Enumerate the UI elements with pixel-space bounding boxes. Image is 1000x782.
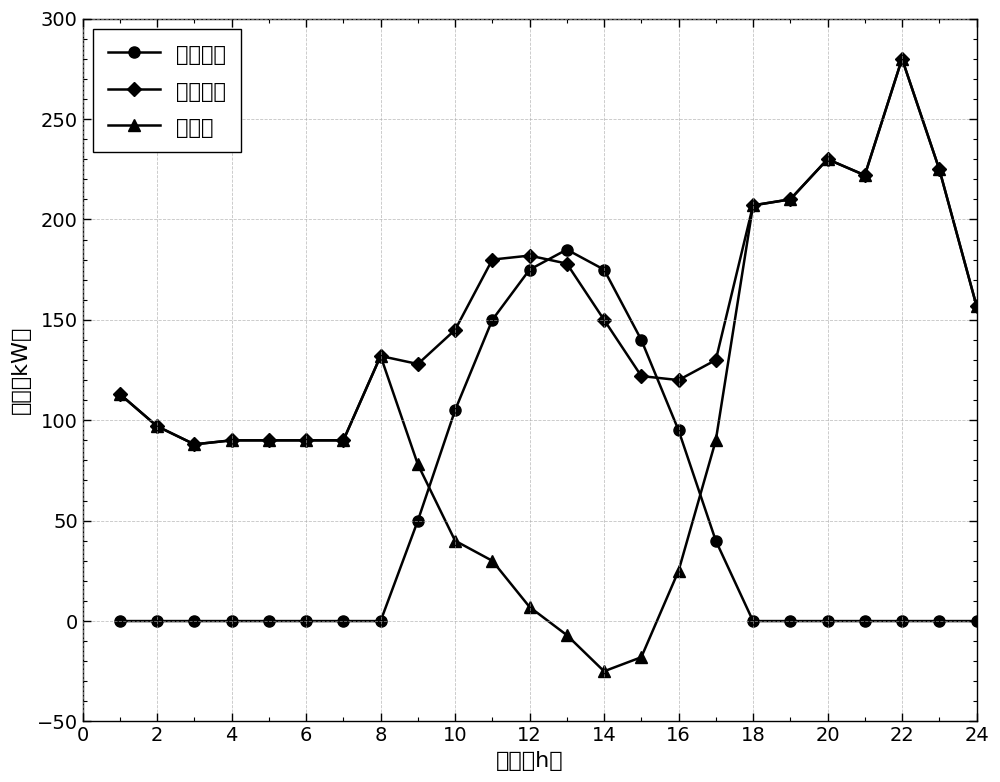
光伏出力: [933, 616, 945, 626]
光伏出力: [673, 425, 685, 435]
电力负荷: [449, 325, 461, 335]
净负荷: [188, 439, 200, 449]
电力负荷: [747, 201, 759, 210]
电力负荷: [710, 355, 722, 364]
光伏出力: [524, 265, 536, 274]
电力负荷: [784, 195, 796, 204]
净负荷: [561, 630, 573, 640]
光伏出力: [151, 616, 163, 626]
净负荷: [822, 155, 834, 164]
光伏出力: [561, 245, 573, 254]
净负荷: [635, 652, 647, 662]
净负荷: [226, 436, 238, 445]
电力负荷: [300, 436, 312, 445]
光伏出力: [263, 616, 275, 626]
光伏出力: [412, 516, 424, 526]
光伏出力: [710, 536, 722, 545]
净负荷: [337, 436, 349, 445]
Line: 净负荷: 净负荷: [114, 53, 982, 677]
净负荷: [449, 536, 461, 545]
电力负荷: [971, 301, 983, 310]
光伏出力: [971, 616, 983, 626]
Legend: 光伏出力, 电力负荷, 净负荷: 光伏出力, 电力负荷, 净负荷: [93, 29, 241, 152]
电力负荷: [896, 54, 908, 63]
光伏出力: [300, 616, 312, 626]
净负荷: [114, 389, 126, 399]
电力负荷: [635, 371, 647, 381]
电力负荷: [263, 436, 275, 445]
净负荷: [412, 460, 424, 469]
电力负荷: [486, 255, 498, 264]
电力负荷: [151, 421, 163, 431]
光伏出力: [226, 616, 238, 626]
电力负荷: [114, 389, 126, 399]
光伏出力: [449, 406, 461, 415]
电力负荷: [412, 359, 424, 368]
电力负荷: [375, 351, 387, 361]
电力负荷: [524, 251, 536, 260]
光伏出力: [486, 315, 498, 325]
Line: 光伏出力: 光伏出力: [114, 244, 982, 626]
X-axis label: 时间（h）: 时间（h）: [496, 751, 563, 771]
光伏出力: [747, 616, 759, 626]
光伏出力: [822, 616, 834, 626]
Line: 电力负荷: 电力负荷: [115, 54, 981, 449]
电力负荷: [673, 375, 685, 385]
光伏出力: [337, 616, 349, 626]
电力负荷: [561, 259, 573, 268]
光伏出力: [635, 335, 647, 345]
净负荷: [598, 666, 610, 676]
净负荷: [524, 602, 536, 612]
光伏出力: [896, 616, 908, 626]
光伏出力: [859, 616, 871, 626]
光伏出力: [598, 265, 610, 274]
净负荷: [375, 351, 387, 361]
电力负荷: [337, 436, 349, 445]
光伏出力: [188, 616, 200, 626]
净负荷: [263, 436, 275, 445]
净负荷: [151, 421, 163, 431]
电力负荷: [859, 170, 871, 180]
净负荷: [971, 301, 983, 310]
电力负荷: [226, 436, 238, 445]
净负荷: [300, 436, 312, 445]
电力负荷: [188, 439, 200, 449]
净负荷: [747, 201, 759, 210]
净负荷: [859, 170, 871, 180]
净负荷: [673, 566, 685, 576]
Y-axis label: 功率（kW）: 功率（kW）: [11, 326, 31, 414]
光伏出力: [114, 616, 126, 626]
光伏出力: [784, 616, 796, 626]
净负荷: [933, 164, 945, 174]
电力负荷: [822, 155, 834, 164]
电力负荷: [933, 164, 945, 174]
净负荷: [486, 556, 498, 565]
净负荷: [784, 195, 796, 204]
净负荷: [710, 436, 722, 445]
电力负荷: [598, 315, 610, 325]
净负荷: [896, 54, 908, 63]
光伏出力: [375, 616, 387, 626]
